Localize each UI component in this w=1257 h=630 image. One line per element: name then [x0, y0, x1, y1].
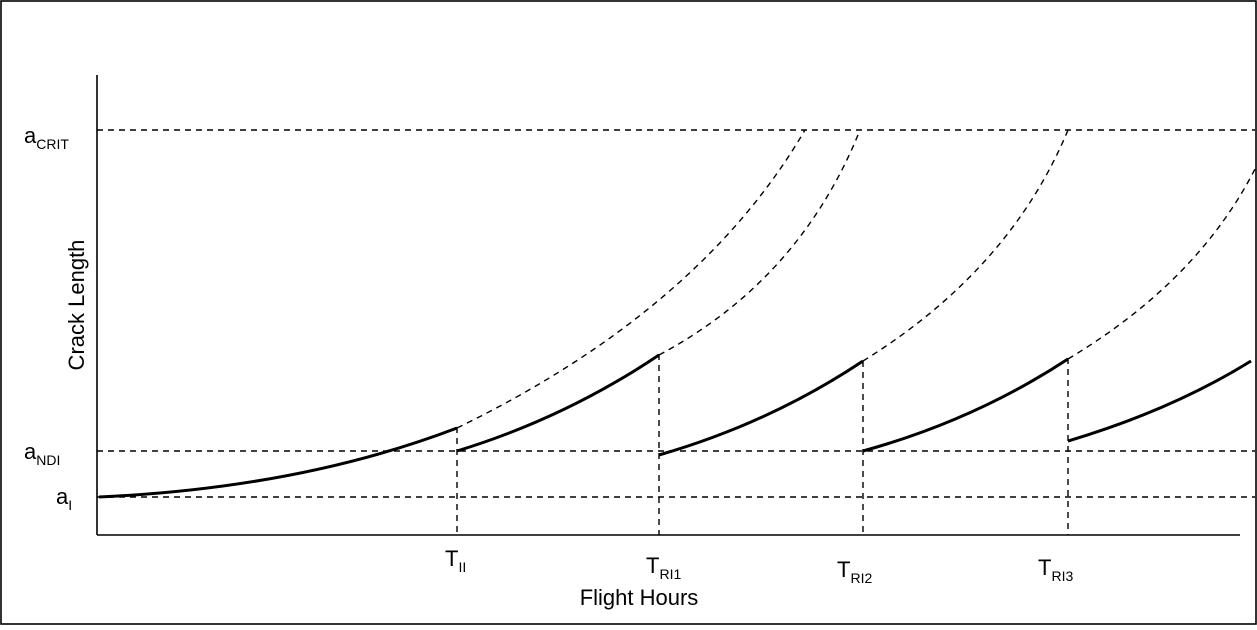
a-crit-label-sub: CRIT [36, 136, 69, 152]
x-axis-title: Flight Hours [580, 585, 699, 610]
a-ndi-label: aNDI [24, 439, 60, 468]
t-ri1-label-base: T [646, 553, 659, 578]
crack-growth-segment-initial [98, 426, 458, 499]
crack-growth-segment-2 [658, 359, 864, 457]
t-ri3-label-base: T [1038, 555, 1051, 580]
t-ri2-label-sub: RI2 [850, 570, 872, 586]
t-ii-label-sub: II [458, 559, 466, 575]
a-i-label-sub: I [68, 497, 72, 513]
projected-growth-curve-2 [658, 129, 861, 356]
t-ri3-label: TRI3 [1038, 555, 1073, 584]
t-ri1-label-sub: RI1 [659, 566, 681, 582]
crack-growth-segment-1 [456, 353, 660, 453]
a-crit-label-base: a [24, 123, 37, 148]
y-axis-title: Crack Length [64, 240, 89, 371]
a-crit-label: aCRIT [24, 123, 69, 152]
t-ii-label-base: T [445, 546, 458, 571]
a-ndi-label-sub: NDI [36, 452, 60, 468]
t-ri1-label: TRI1 [646, 553, 681, 582]
projected-growth-curve-4 [1067, 164, 1257, 360]
crack-growth-segment-4 [1067, 359, 1252, 443]
a-i-label-base: a [56, 484, 69, 509]
t-ii-label: TII [445, 546, 466, 575]
t-ri2-label-base: T [837, 557, 850, 582]
a-ndi-label-base: a [24, 439, 37, 464]
projected-growth-curve-3 [862, 129, 1069, 362]
projected-growth-curve-1 [456, 129, 806, 429]
crack-growth-segment-3 [862, 357, 1069, 453]
t-ri3-label-sub: RI3 [1051, 568, 1073, 584]
a-i-label: aI [56, 484, 72, 513]
t-ri2-label: TRI2 [837, 557, 872, 586]
